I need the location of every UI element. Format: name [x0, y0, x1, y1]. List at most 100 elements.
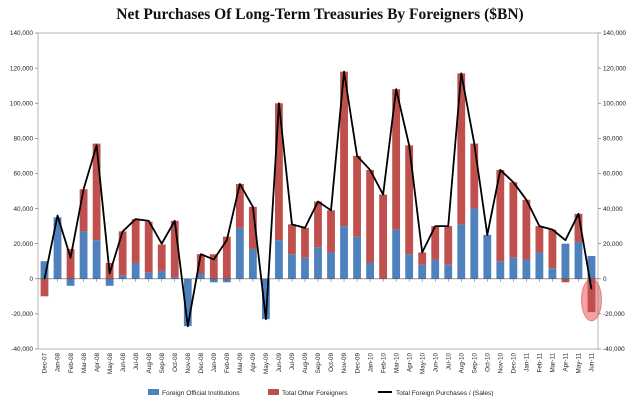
bar-foreign-official	[548, 268, 557, 279]
bar-foreign-official	[53, 217, 62, 279]
bar-other-foreigners	[574, 213, 583, 242]
x-tick-label: Apr-10	[406, 353, 413, 372]
bar-foreign-official	[301, 257, 309, 279]
bar-other-foreigners	[353, 155, 361, 237]
bar-foreign-official	[40, 261, 49, 279]
x-tick-label: Jul-10	[445, 353, 452, 371]
bar-foreign-official	[522, 259, 531, 279]
y-tick-label-left: 140,000	[10, 30, 34, 37]
y-tick-label-right: -20,000	[603, 311, 625, 318]
bar-foreign-official	[157, 270, 166, 279]
x-tick-label: Dec-09	[354, 353, 361, 374]
bar-foreign-official	[170, 277, 179, 279]
bar-other-foreigners	[327, 210, 335, 253]
x-tick-label: Sep-09	[315, 353, 322, 374]
legend-label: Foreign Official Institutions	[162, 390, 240, 397]
y-tick-label-left: 40,000	[13, 206, 33, 213]
bar-foreign-official	[457, 224, 466, 279]
bar-other-foreigners	[379, 194, 388, 279]
bar-other-foreigners	[587, 278, 596, 313]
x-tick-label: Apr-09	[250, 353, 257, 372]
x-tick-label: Apr-11	[563, 353, 570, 372]
bar-foreign-official	[66, 278, 75, 286]
series-line-total	[43, 70, 593, 328]
bar-foreign-official	[509, 257, 518, 279]
bar-other-foreigners	[301, 227, 309, 258]
bar-other-foreigners	[170, 220, 179, 278]
bar-other-foreigners	[118, 231, 127, 276]
y-tick-label-right: 100,000	[603, 100, 627, 107]
y-tick-label-right: -40,000	[603, 346, 625, 353]
bar-foreign-official	[92, 240, 101, 279]
x-tick-label: Jun-08	[120, 353, 127, 373]
bar-other-foreigners	[366, 169, 374, 263]
bar-other-foreigners	[92, 143, 101, 241]
legend-label: Total Foreign Purchases / (Sales)	[396, 390, 493, 397]
bar-other-foreigners	[222, 236, 231, 279]
bar-other-foreigners	[314, 201, 322, 248]
y-tick-label-left: -20,000	[11, 311, 33, 318]
bar-foreign-official	[131, 262, 140, 279]
x-tick-label: Oct-09	[328, 353, 335, 372]
bar-foreign-official	[353, 236, 361, 279]
bar-other-foreigners	[444, 226, 453, 265]
legend: Foreign Official Institutions Total Other…	[148, 389, 493, 397]
x-tick-label: Nov-09	[341, 353, 348, 374]
x-tick-label: Feb-10	[380, 353, 387, 373]
bar-foreign-official	[535, 252, 544, 279]
bar-other-foreigners	[144, 221, 153, 273]
x-tick-label: Apr-08	[94, 353, 101, 372]
bar-foreign-official	[118, 275, 127, 279]
x-tick-label: Dec-08	[198, 353, 205, 374]
bar-other-foreigners	[457, 73, 466, 225]
y-tick-label-right: 20,000	[603, 241, 623, 248]
bar-foreign-official	[470, 208, 479, 279]
x-tick-label: May-08	[107, 353, 114, 374]
x-tick-label: Aug-08	[146, 353, 153, 374]
x-tick-label: May-09	[263, 353, 270, 374]
bar-foreign-official	[314, 247, 322, 279]
bar-other-foreigners	[470, 143, 479, 209]
bar-other-foreigners	[209, 254, 218, 279]
y-tick-label-right: 80,000	[603, 136, 623, 143]
bar-other-foreigners	[431, 226, 440, 260]
y-tick-label-right: 60,000	[603, 171, 623, 178]
bar-foreign-official	[235, 227, 244, 279]
bar-other-foreigners	[405, 145, 414, 255]
bar-other-foreigners	[522, 199, 531, 260]
x-tick-label: Mar-11	[550, 353, 557, 373]
x-tick-label: Sep-08	[159, 353, 166, 374]
legend-label: Total Other Foreigners	[282, 390, 348, 397]
x-tick-label: Jun-10	[432, 353, 439, 373]
x-tick-label: Jan-11	[524, 353, 531, 372]
bar-foreign-official	[444, 264, 453, 279]
y-tick-label-right: 140,000	[603, 30, 627, 37]
bar-other-foreigners	[157, 244, 166, 271]
x-tick-label: Jun-11	[589, 353, 596, 372]
bar-other-foreigners	[196, 254, 205, 274]
bar-foreign-official	[183, 278, 192, 327]
x-tick-label: Jun-09	[276, 353, 283, 373]
axes-layer: -40,000 -40,000 -20,000 -20,000 0 0 20,000 20,0…	[10, 30, 627, 374]
x-tick-label: Jan-10	[367, 353, 374, 373]
y-tick-label-right: 40,000	[603, 206, 623, 213]
bar-foreign-official	[79, 231, 88, 279]
bar-foreign-official	[366, 262, 374, 279]
x-tick-label: Jan-09	[211, 353, 218, 373]
x-tick-label: Oct-08	[172, 353, 179, 372]
bar-other-foreigners	[66, 248, 75, 279]
x-tick-label: Dec-07	[42, 353, 49, 374]
x-tick-label: Oct-10	[485, 353, 492, 372]
bar-foreign-official	[262, 278, 270, 320]
bar-other-foreigners	[275, 103, 283, 241]
bar-foreign-official	[288, 254, 296, 279]
y-tick-label-left: 60,000	[13, 171, 33, 178]
bar-foreign-official	[483, 234, 492, 279]
bar-other-foreigners	[131, 219, 140, 263]
bar-foreign-official	[496, 261, 505, 279]
bar-foreign-official	[105, 278, 114, 286]
y-tick-label-right: 0	[603, 276, 607, 283]
bar-foreign-official	[196, 273, 205, 279]
bar-foreign-official	[431, 259, 440, 279]
bars-layer	[40, 71, 596, 327]
